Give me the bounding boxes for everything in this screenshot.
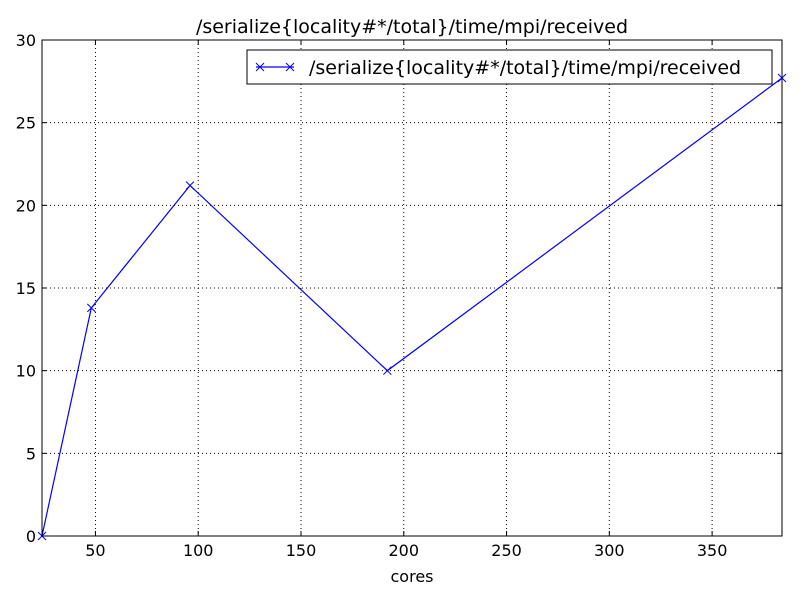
y-tick-label: 30 xyxy=(16,31,36,50)
x-tick-label: 250 xyxy=(491,541,522,560)
y-tick-label: 25 xyxy=(16,114,36,133)
y-tick-label: 10 xyxy=(16,362,36,381)
legend: /serialize{locality#*/total}/time/mpi/re… xyxy=(246,49,773,85)
axis-ticks: 50 100 150 200 250 300 350 0 5 10 15 20 25 30 xyxy=(16,31,782,560)
y-tick-label: 0 xyxy=(26,527,36,546)
x-tick-label: 100 xyxy=(183,541,214,560)
y-tick-label: 15 xyxy=(16,279,36,298)
legend-entry-label: /serialize{locality#*/total}/time/mpi/re… xyxy=(309,57,741,79)
data-point-marker xyxy=(382,366,392,376)
legend-marker xyxy=(255,62,265,72)
x-tick-label: 50 xyxy=(85,541,105,560)
y-tick-label: 5 xyxy=(26,444,36,463)
legend-box xyxy=(246,49,773,85)
series-layer xyxy=(37,73,787,541)
x-tick-label: 350 xyxy=(697,541,728,560)
x-tick-label: 200 xyxy=(389,541,420,560)
data-point-marker xyxy=(86,303,96,313)
x-tick-label: 300 xyxy=(594,541,625,560)
x-tick-label: 150 xyxy=(286,541,317,560)
x-axis-label: cores xyxy=(391,567,434,586)
data-point-marker xyxy=(185,181,195,190)
chart-title: /serialize{locality#*/total}/time/mpi/re… xyxy=(196,16,628,38)
y-tick-label: 20 xyxy=(16,196,36,215)
legend-marker xyxy=(285,62,295,72)
